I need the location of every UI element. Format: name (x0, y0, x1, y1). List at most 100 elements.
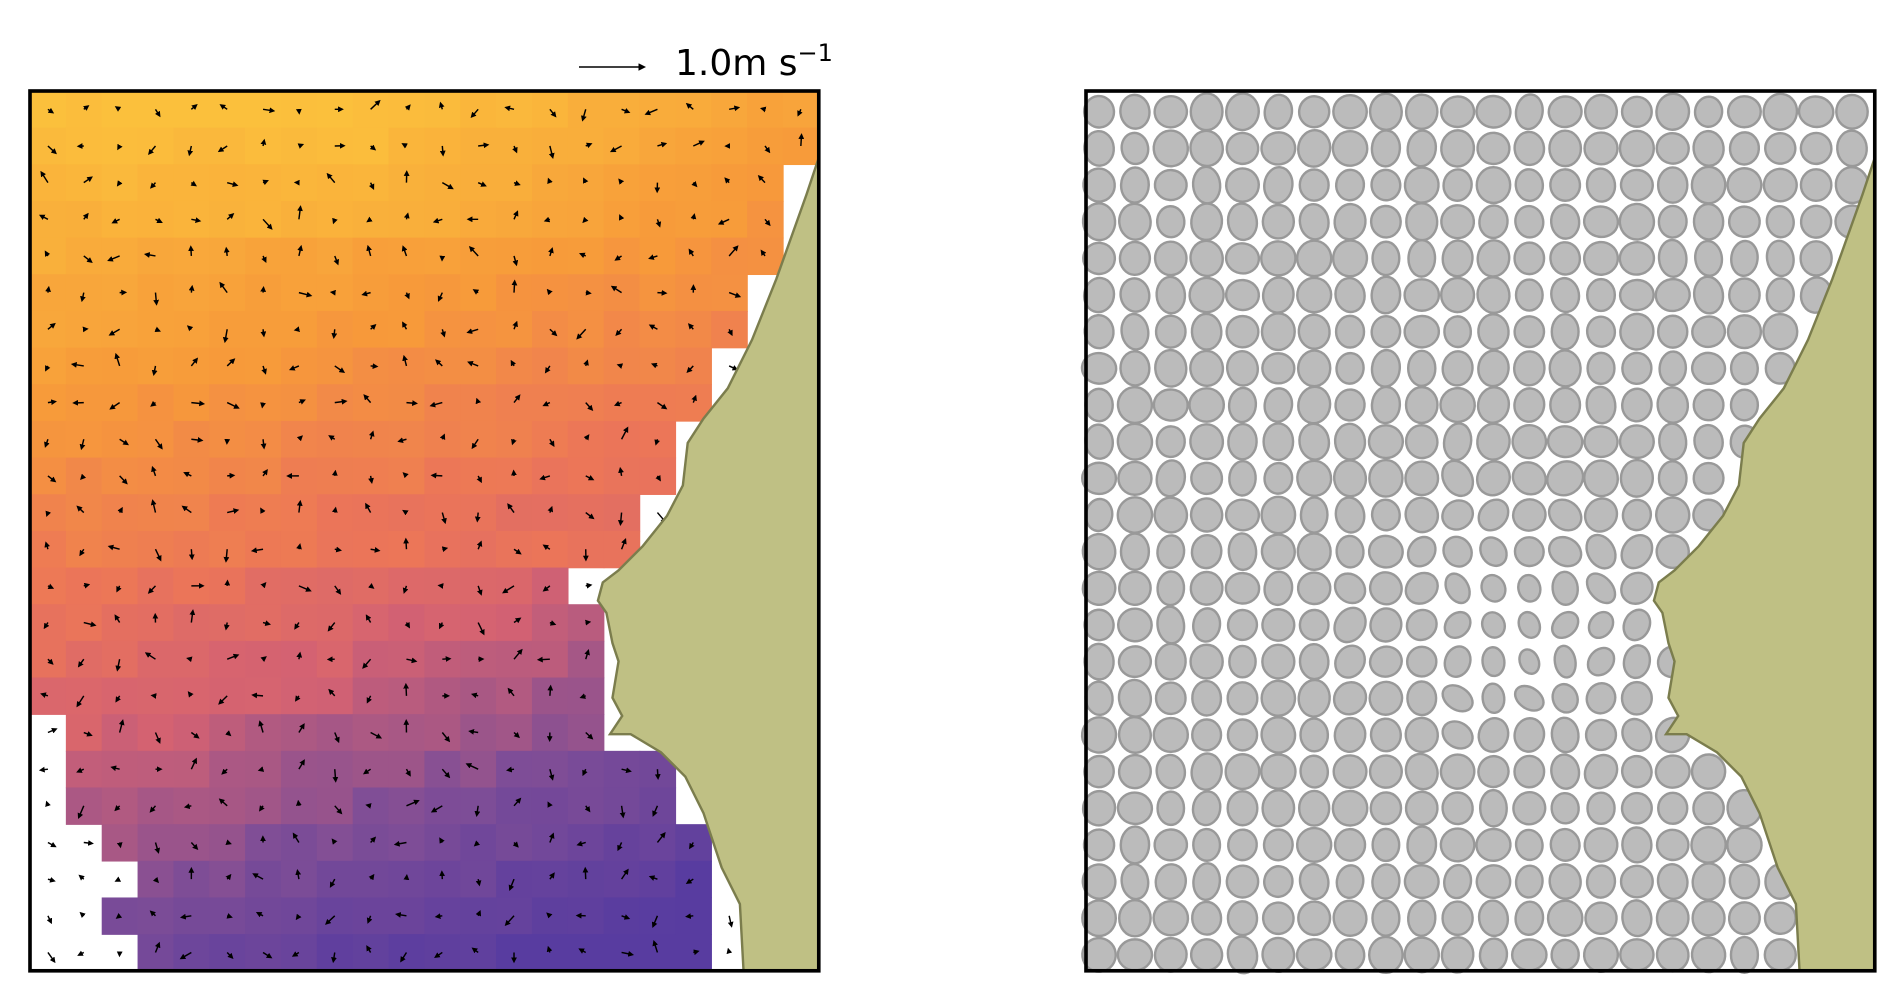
strain-ellipse (1335, 351, 1365, 385)
strain-ellipse (1084, 387, 1114, 423)
cell (496, 457, 533, 495)
cell (101, 237, 139, 276)
cell (280, 494, 318, 532)
velocity-arrow (260, 656, 267, 663)
velocity-arrow (685, 913, 694, 919)
strain-ellipse (1120, 131, 1150, 166)
cell (496, 787, 533, 825)
strain-ellipse (1512, 350, 1546, 387)
strain-ellipse (1154, 863, 1188, 901)
velocity-arrow (691, 394, 697, 403)
strain-ellipse (1082, 241, 1117, 276)
cell (567, 164, 605, 202)
velocity-arrow (82, 212, 89, 220)
velocity-arrow (329, 878, 336, 888)
strain-ellipse (1299, 754, 1330, 789)
cell (173, 677, 210, 715)
velocity-arrow (119, 475, 128, 485)
cell (639, 310, 677, 349)
velocity-arrow (504, 915, 515, 927)
cell (280, 934, 318, 972)
cell (747, 164, 784, 202)
cell (101, 347, 139, 385)
strain-ellipse (1225, 350, 1259, 387)
velocity-arrow (79, 439, 86, 451)
velocity-arrow (114, 106, 122, 112)
velocity-arrow (549, 328, 558, 337)
velocity-arrow (502, 585, 515, 594)
velocity-arrow (181, 505, 192, 514)
strain-ellipse (1480, 611, 1506, 639)
velocity-arrow (366, 915, 373, 924)
strain-ellipse (1226, 608, 1259, 642)
strain-ellipse (1728, 277, 1761, 313)
strain-ellipse (1081, 532, 1117, 571)
strain-ellipse (1370, 129, 1402, 168)
strain-ellipse (1083, 642, 1115, 681)
velocity-arrow (331, 952, 337, 964)
cell (173, 310, 210, 349)
velocity-arrow (261, 255, 267, 264)
strain-ellipse (1550, 312, 1580, 351)
strain-ellipse (1583, 827, 1619, 863)
velocity-arrow (539, 474, 551, 481)
velocity-arrow (296, 499, 303, 513)
strain-ellipse (1334, 388, 1366, 422)
strain-ellipse (1622, 644, 1652, 680)
strain-ellipse (1513, 315, 1546, 349)
strain-ellipse (1583, 497, 1619, 533)
cell (209, 787, 246, 825)
strain-ellipse (1690, 825, 1727, 864)
velocity-arrow (504, 105, 515, 112)
velocity-arrow (260, 581, 267, 589)
velocity-arrow (47, 583, 55, 589)
strain-ellipse (1224, 571, 1261, 605)
velocity-arrow (188, 284, 195, 293)
cell (603, 237, 641, 276)
cell (531, 237, 569, 276)
cell (531, 274, 569, 312)
velocity-arrow (152, 876, 160, 884)
velocity-arrow (115, 659, 122, 672)
strain-ellipse (1477, 717, 1510, 753)
velocity-arrow (547, 177, 553, 185)
cell (352, 750, 390, 789)
strain-ellipse (1620, 754, 1653, 789)
velocity-arrow (584, 649, 590, 660)
strain-ellipse (1189, 643, 1224, 680)
strain-ellipse (1298, 168, 1330, 202)
strain-ellipse (1582, 205, 1620, 239)
cell (567, 897, 605, 935)
cell (280, 714, 318, 752)
strain-ellipse (1657, 460, 1688, 497)
strain-ellipse (1475, 94, 1512, 129)
velocity-arrow (366, 216, 373, 223)
cell (173, 897, 210, 935)
velocity-arrow (225, 839, 232, 845)
velocity-arrow (613, 400, 622, 407)
strain-ellipse (1298, 202, 1330, 241)
strain-ellipse (1371, 827, 1401, 863)
strain-ellipse (1332, 459, 1368, 498)
strain-ellipse (1479, 536, 1508, 568)
velocity-arrow (331, 329, 338, 340)
strain-ellipse (1156, 534, 1186, 570)
velocity-arrow (620, 426, 629, 440)
cell (137, 237, 175, 276)
cell (531, 567, 569, 605)
cell (424, 200, 461, 239)
velocity-arrow (154, 326, 161, 333)
velocity-arrow (439, 433, 446, 440)
strain-ellipse (1333, 716, 1367, 754)
strain-ellipse (1083, 129, 1115, 167)
velocity-arrow (579, 693, 586, 699)
strain-ellipse (1263, 93, 1294, 130)
velocity-arrow (250, 547, 264, 554)
cell (209, 127, 246, 166)
velocity-arrow (44, 250, 51, 257)
velocity-arrow (110, 765, 120, 772)
strain-ellipse (1762, 167, 1798, 203)
velocity-arrow (191, 400, 206, 407)
velocity-arrow (406, 657, 418, 664)
strain-ellipse (1190, 461, 1224, 496)
